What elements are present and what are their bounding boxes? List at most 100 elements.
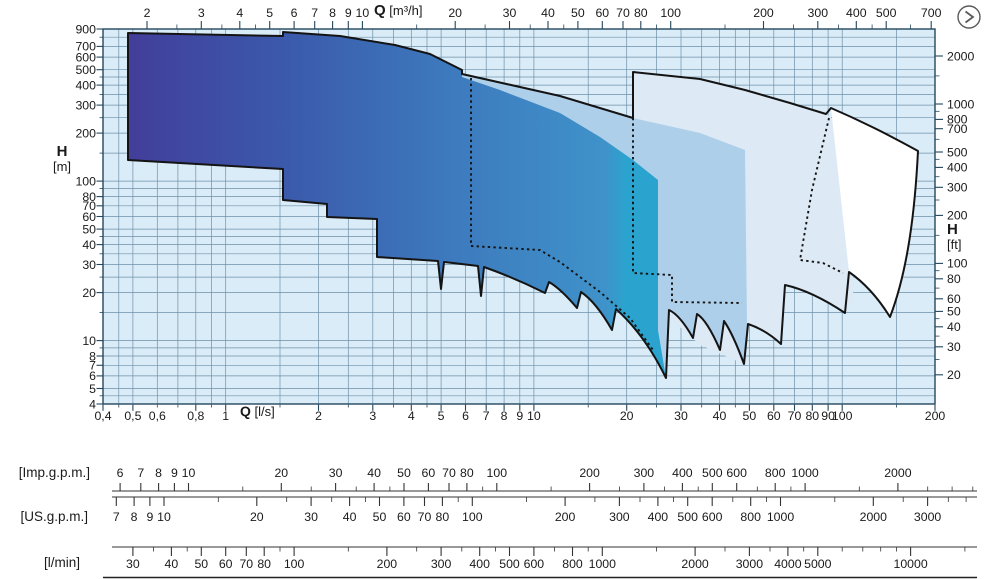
- svg-text:800: 800: [765, 466, 786, 480]
- bottom-axis-title-unit: [l/s]: [250, 404, 275, 419]
- svg-text:30: 30: [947, 340, 961, 354]
- svg-text:2000: 2000: [884, 466, 912, 480]
- svg-text:9: 9: [146, 510, 153, 524]
- svg-text:80: 80: [257, 557, 271, 571]
- svg-text:0,4: 0,4: [94, 409, 111, 423]
- svg-text:7: 7: [483, 409, 490, 423]
- svg-text:400: 400: [947, 161, 968, 175]
- svg-text:4: 4: [236, 6, 243, 20]
- svg-text:30: 30: [674, 409, 688, 423]
- svg-text:9: 9: [171, 466, 178, 480]
- svg-text:5: 5: [266, 6, 273, 20]
- svg-text:40: 40: [713, 409, 727, 423]
- envelope-outline: [127, 31, 919, 379]
- svg-text:60: 60: [947, 292, 961, 306]
- svg-text:7: 7: [311, 6, 318, 20]
- svg-text:60: 60: [397, 510, 411, 524]
- svg-text:2000: 2000: [860, 510, 888, 524]
- svg-text:1000: 1000: [947, 97, 975, 111]
- svg-text:800: 800: [740, 510, 761, 524]
- scale-label-us-gpm: [US.g.p.m.]: [20, 509, 88, 524]
- svg-text:500: 500: [75, 63, 96, 77]
- svg-text:600: 600: [726, 466, 747, 480]
- svg-text:80: 80: [947, 272, 961, 286]
- svg-text:70: 70: [239, 557, 253, 571]
- svg-text:20: 20: [274, 466, 288, 480]
- svg-text:1000: 1000: [589, 557, 617, 571]
- svg-text:50: 50: [397, 466, 411, 480]
- svg-text:9: 9: [516, 409, 523, 423]
- svg-text:7: 7: [137, 466, 144, 480]
- svg-text:80: 80: [805, 409, 819, 423]
- svg-text:6: 6: [462, 409, 469, 423]
- top-axis-title-symbol: Q: [374, 2, 386, 19]
- scale-lmin: 30 40 50 60 70 80 100 200 300 400 500 600 800 1000 200…: [112, 546, 977, 571]
- plot-frame: [102, 28, 936, 405]
- svg-text:800: 800: [562, 557, 583, 571]
- svg-text:400: 400: [75, 78, 96, 92]
- svg-text:50: 50: [373, 510, 387, 524]
- svg-text:700: 700: [75, 40, 96, 54]
- svg-text:5: 5: [438, 409, 445, 423]
- svg-text:9: 9: [345, 6, 352, 20]
- svg-text:30: 30: [82, 258, 96, 272]
- svg-text:20: 20: [250, 510, 264, 524]
- svg-text:300: 300: [808, 6, 829, 20]
- right-axis-title-symbol: H: [947, 221, 958, 238]
- svg-text:400: 400: [648, 510, 669, 524]
- svg-text:100: 100: [75, 174, 96, 188]
- scale-label-imp-gpm: [Imp.g.p.m.]: [18, 465, 90, 480]
- svg-text:6: 6: [291, 6, 298, 20]
- svg-text:900: 900: [75, 22, 96, 36]
- svg-text:60: 60: [219, 557, 233, 571]
- svg-text:500: 500: [876, 6, 897, 20]
- svg-text:100: 100: [832, 409, 853, 423]
- svg-text:20: 20: [448, 6, 462, 20]
- svg-text:20: 20: [947, 368, 961, 382]
- svg-text:500: 500: [499, 557, 520, 571]
- svg-text:3000: 3000: [914, 510, 942, 524]
- svg-text:90: 90: [821, 409, 835, 423]
- svg-text:0,8: 0,8: [187, 409, 204, 423]
- svg-text:70: 70: [82, 199, 96, 213]
- svg-text:2000: 2000: [947, 49, 975, 63]
- next-arrow-button[interactable]: [957, 5, 981, 29]
- svg-text:40: 40: [541, 6, 555, 20]
- svg-text:60: 60: [82, 210, 96, 224]
- svg-text:30: 30: [503, 6, 517, 20]
- svg-text:8: 8: [501, 409, 508, 423]
- svg-text:60: 60: [767, 409, 781, 423]
- axis-bottom-ls: 0,4 0,5 0,6 0,8 1 2 3 4 5 6 7 8 9 10 20 30 40 50 60 70 80 901…: [94, 404, 946, 423]
- scale-us: 7 8 9 10 20 30 40 50 60 70 80 100 200 300 400 500 600 800…: [112, 496, 977, 524]
- svg-text:200: 200: [925, 409, 946, 423]
- svg-text:200: 200: [377, 557, 398, 571]
- svg-text:8: 8: [155, 466, 162, 480]
- svg-text:4000: 4000: [774, 557, 802, 571]
- svg-text:100: 100: [947, 257, 968, 271]
- svg-text:300: 300: [947, 181, 968, 195]
- svg-text:3: 3: [198, 6, 205, 20]
- bottom-axis-title-symbol: Q: [240, 403, 251, 419]
- bottom-axis-title: Q [l/s]: [240, 404, 275, 421]
- svg-text:200: 200: [753, 6, 774, 20]
- svg-text:1000: 1000: [791, 466, 819, 480]
- svg-text:10: 10: [182, 466, 196, 480]
- svg-text:30: 30: [304, 510, 318, 524]
- svg-text:20: 20: [82, 286, 96, 300]
- svg-text:5000: 5000: [804, 557, 832, 571]
- top-axis-title-unit: [m³/h]: [385, 3, 423, 18]
- svg-text:40: 40: [165, 557, 179, 571]
- svg-text:400: 400: [846, 6, 867, 20]
- svg-text:80: 80: [460, 466, 474, 480]
- svg-text:100: 100: [462, 510, 483, 524]
- svg-text:100: 100: [284, 557, 305, 571]
- envelope-dark: [128, 32, 666, 378]
- svg-text:300: 300: [609, 510, 630, 524]
- left-axis-title-unit: [m]: [52, 158, 72, 174]
- svg-text:10: 10: [157, 510, 171, 524]
- svg-text:80: 80: [82, 190, 96, 204]
- svg-text:7: 7: [89, 359, 96, 373]
